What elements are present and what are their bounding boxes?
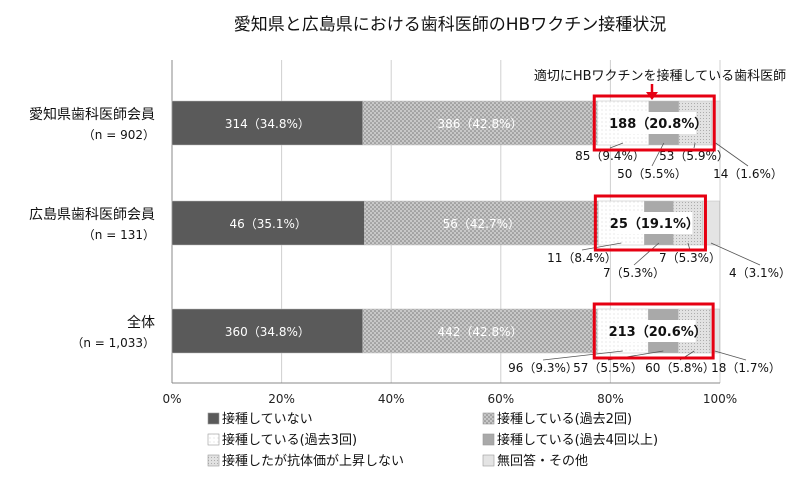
data-label-s0-r1: 46（35.1%） [229, 217, 306, 231]
x-tick-label: 0% [162, 392, 181, 406]
leader-line-s2-r1 [581, 242, 622, 251]
data-label-s0-r0: 314（34.8%） [225, 117, 310, 131]
bar-segment-s0-r2 [171, 308, 363, 354]
data-label-s5-r0: 14（1.6%） [713, 167, 783, 181]
data-label-s3-r2: 57（5.5%） [573, 361, 643, 375]
legend-label-3: 接種している(過去4回以上) [497, 432, 658, 448]
legend-swatch-2 [207, 433, 220, 446]
category-n-label: （n = 902） [83, 128, 155, 142]
data-label-s3-r0: 50（5.5%） [617, 167, 687, 181]
data-label-s2-r2: 96（9.3%） [508, 361, 578, 375]
legend-swatch-5 [482, 454, 495, 467]
highlight-arrow-head [646, 92, 658, 100]
leader-line-s4-r0 [693, 142, 696, 149]
legend-label-0: 接種していない [222, 411, 313, 427]
data-label-s2-r0: 85（9.4%） [575, 149, 645, 163]
highlight-box-r2 [592, 302, 715, 360]
data-label-s1-r1: 56（42.7%） [443, 217, 520, 231]
category-n-label: （n = 1,033） [71, 336, 155, 350]
bar-segment-s0-r1 [171, 200, 365, 246]
x-tick-label: 20% [268, 392, 295, 406]
data-label-s4-r0: 53（5.9%） [659, 149, 729, 163]
x-tick-label: 40% [378, 392, 405, 406]
x-axis-ticks: 0% 20% 40% 60% 80% 100% [162, 392, 737, 406]
data-label-s1-r2: 442（42.8%） [437, 325, 522, 339]
data-label-s2-r1: 11（8.4%） [547, 251, 617, 265]
chart-title: 愛知県と広島県における歯科医師のHBワクチン接種状況 [234, 15, 666, 35]
highlight-box-r1 [593, 194, 707, 252]
category-n-label: （n = 131） [83, 228, 155, 242]
highlight-label-bg-r2 [619, 320, 696, 342]
bar-segment-s1-r1 [364, 200, 599, 246]
data-label-s0-r2: 360（34.8%） [225, 325, 310, 339]
x-tick-label: 100% [703, 392, 737, 406]
highlight-layer: 188（20.8%） 25（19.1%） 213（20.6%） 適切にHBワクチンを接… [534, 68, 786, 360]
data-labels-layer: 314（34.8%） 386（42.8%） 46（35.1%） 56（42.7%） 36… [225, 117, 791, 375]
leader-line-s3-r0 [651, 142, 665, 167]
bar-segment-s1-r0 [362, 100, 598, 146]
legend-swatch-3 [482, 433, 495, 446]
leader-line-s2-r0 [609, 142, 624, 149]
highlight-label-bg-r0 [620, 112, 697, 134]
legend-label-2: 接種している(過去3回) [222, 432, 357, 448]
data-label-s3-r1: 7（5.3%） [603, 266, 665, 280]
leader-line-s3-r1 [633, 242, 660, 266]
category-label: 広島県歯科医師会員 [29, 207, 155, 223]
legend-swatch-1 [482, 412, 495, 425]
category-label: 全体 [127, 314, 155, 331]
data-label-s5-r2: 18（1.7%） [711, 361, 781, 375]
category-labels-layer: 愛知県歯科医師会員 （n = 902） 広島県歯科医師会員 （n = 131） 全体 （n… [29, 106, 155, 350]
leader-line-s2-r2 [542, 350, 623, 361]
legend-label-4: 接種したが抗体価が上昇しない [222, 453, 404, 469]
data-label-s4-r2: 60（5.8%） [645, 361, 715, 375]
highlight-annotation: 適切にHBワクチンを接種している歯科医師 [534, 68, 786, 84]
legend: 接種していない 接種している(過去2回) 接種している(過去3回) 接種している(過去… [207, 411, 658, 469]
legend-swatch-4 [207, 454, 220, 467]
x-tick-label: 80% [597, 392, 624, 406]
leader-line-s5-r0 [715, 142, 749, 167]
legend-label-1: 接種している(過去2回) [497, 411, 632, 427]
bar-segment-s5-r2 [709, 308, 720, 354]
legend-label-5: 無回答・その他 [497, 453, 588, 469]
highlight-label-r2: 213（20.6%） [609, 324, 707, 340]
x-tick-label: 60% [487, 392, 514, 406]
legend-swatch-0 [207, 412, 220, 425]
highlight-label-r1: 25（19.1%） [610, 216, 699, 232]
data-label-s1-r0: 386（42.8%） [437, 117, 522, 131]
bar-segment-s1-r2 [362, 308, 598, 354]
leader-line-s5-r2 [714, 350, 747, 361]
highlight-label-bg-r1 [616, 212, 693, 234]
data-label-s4-r1: 7（5.3%） [659, 251, 721, 265]
data-label-s5-r1: 4（3.1%） [729, 266, 791, 280]
leader-line-s5-r1 [710, 242, 761, 266]
bar-segment-s0-r0 [171, 100, 363, 146]
highlight-label-r0: 188（20.8%） [609, 116, 707, 132]
category-label: 愛知県歯科医師会員 [29, 106, 155, 123]
